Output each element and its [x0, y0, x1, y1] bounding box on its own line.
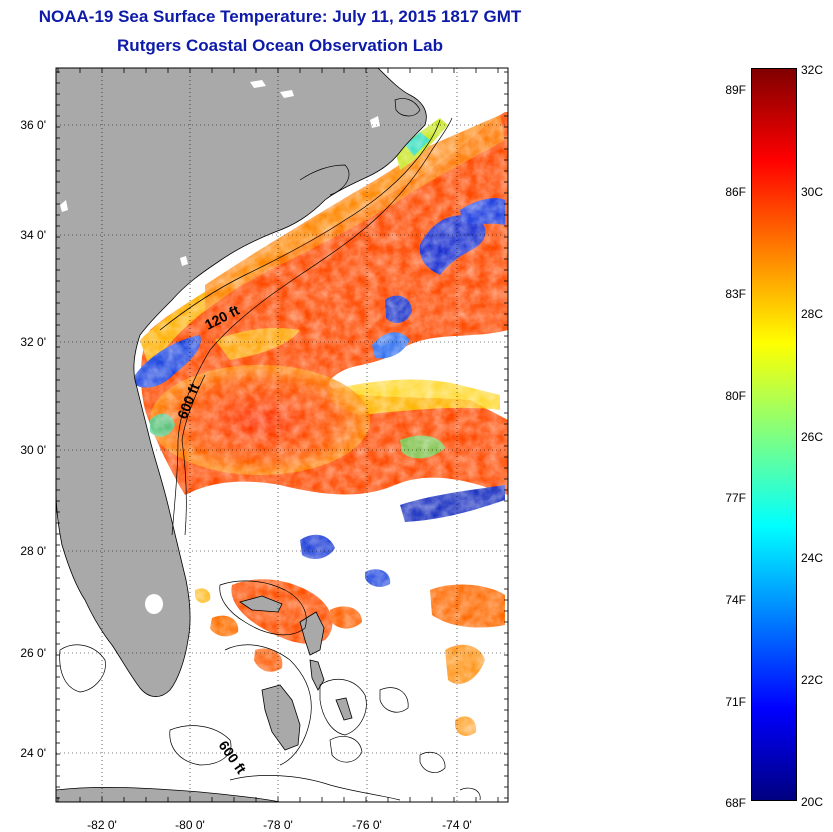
land-bahamas-grand	[239, 595, 283, 613]
colorbar-label-c: 20C	[801, 795, 824, 809]
frame-ticks	[56, 68, 508, 802]
land-bahamas-exuma	[335, 697, 353, 721]
land-us-southeast	[56, 68, 427, 697]
lake-okeechobee	[145, 594, 163, 614]
lat-label: 34 0'	[20, 228, 46, 242]
colorbar-label-c: 30C	[801, 185, 824, 199]
land-cuba	[56, 786, 281, 802]
inland-lake	[250, 80, 266, 88]
lon-label: -78 0'	[263, 818, 293, 832]
map-subtitle: Rutgers Coastal Ocean Observation Lab	[117, 36, 443, 55]
colorbar-label-f: 80F	[725, 389, 746, 403]
colorbar-label-c: 32C	[801, 63, 824, 77]
colorbar-label-c: 22C	[801, 673, 824, 687]
graticule	[56, 68, 508, 802]
colorbar-label-f: 77F	[725, 491, 746, 505]
lon-label: -82 0'	[87, 818, 117, 832]
inland-lake	[180, 256, 188, 266]
colorbar-label-f: 68F	[725, 796, 746, 810]
map-title: NOAA-19 Sea Surface Temperature: July 11…	[38, 7, 522, 26]
lat-label: 26 0'	[20, 646, 46, 660]
lat-label: 24 0'	[20, 746, 46, 760]
inland-lake	[60, 200, 68, 212]
colorbar-label-f: 89F	[725, 83, 746, 97]
lat-label: 32 0'	[20, 335, 46, 349]
colorbar-label-f: 83F	[725, 287, 746, 301]
inland-lake	[280, 90, 294, 98]
colorbar-label-f: 86F	[725, 185, 746, 199]
lat-label: 28 0'	[20, 544, 46, 558]
land-bahamas-eleuthera	[309, 659, 325, 691]
colorbar-label-f: 71F	[725, 695, 746, 709]
bathymetry-contours	[59, 98, 481, 801]
colorbar-label-c: 26C	[801, 430, 824, 444]
lon-label: -76 0'	[352, 818, 382, 832]
colorbar-label-f: 74F	[725, 593, 746, 607]
lat-label: 36 0'	[20, 118, 46, 132]
colorbar-label-c: 28C	[801, 307, 824, 321]
land-bahamas-andros	[261, 684, 301, 751]
colorbar-label-c: 24C	[801, 551, 824, 565]
lon-label: -74 0'	[442, 818, 472, 832]
temperature-colorbar	[751, 68, 797, 801]
lon-label: -80 0'	[175, 818, 205, 832]
lat-label: 30 0'	[20, 443, 46, 457]
